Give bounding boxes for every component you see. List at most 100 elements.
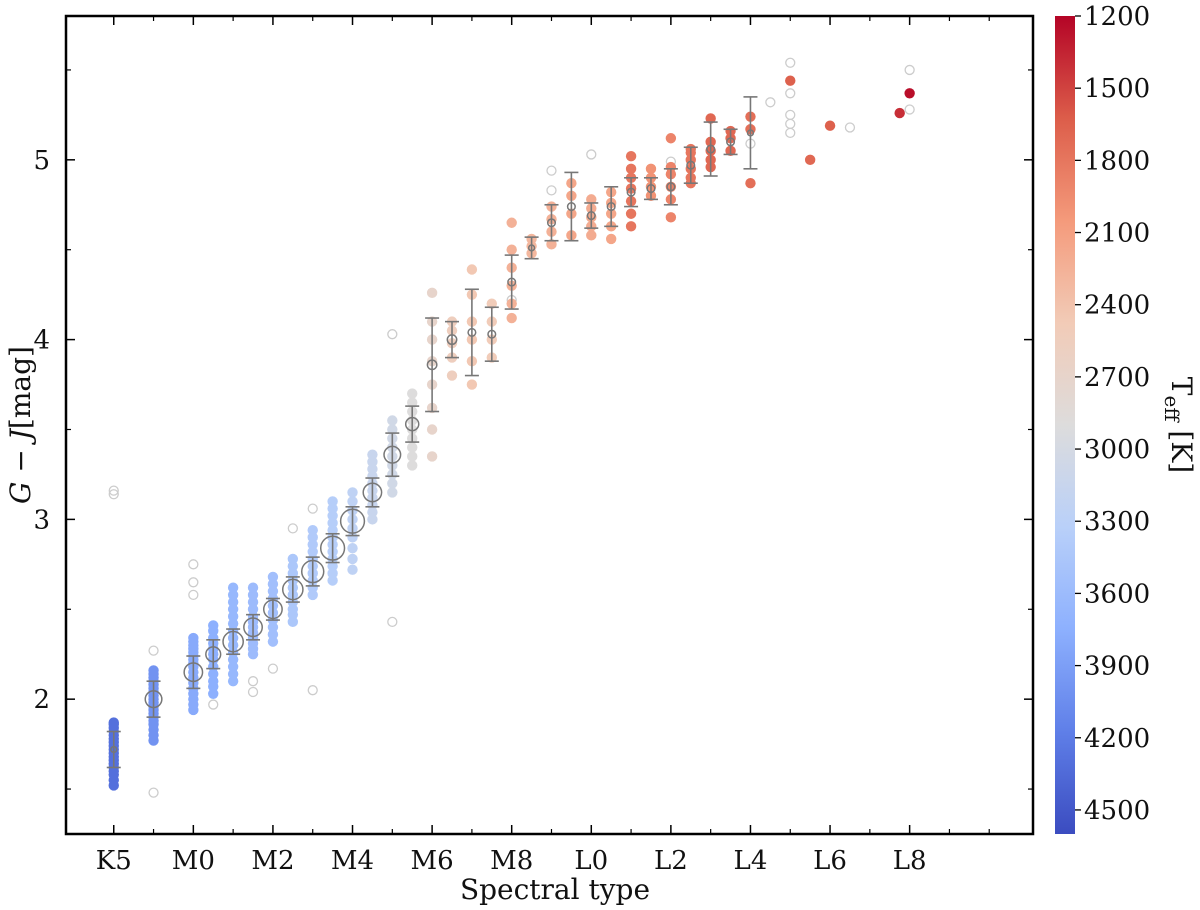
median-circle xyxy=(527,244,536,252)
data-point xyxy=(327,560,338,572)
data-point xyxy=(367,506,378,518)
data-point xyxy=(267,622,279,633)
data-point xyxy=(347,542,358,554)
data-point xyxy=(426,287,438,299)
data-point xyxy=(287,604,299,615)
data-point xyxy=(208,620,219,631)
median-marker xyxy=(183,655,204,690)
median-circle xyxy=(281,578,304,601)
median-circle xyxy=(339,508,366,534)
outlier-point xyxy=(188,577,199,588)
data-point xyxy=(247,604,259,615)
colorbar-tick-label: 3000 xyxy=(1084,435,1150,465)
data-point xyxy=(387,478,398,489)
median-marker xyxy=(703,121,718,177)
x-tick-label: L4 xyxy=(734,846,768,876)
data-point xyxy=(188,632,199,644)
data-point xyxy=(625,208,637,219)
median-marker xyxy=(300,556,325,587)
colorbar-label: Teff [K] xyxy=(1160,377,1198,473)
median-circle xyxy=(646,184,656,194)
median-circle xyxy=(383,445,402,464)
y-axis-label: G − J[mag] xyxy=(4,346,37,504)
median-marker xyxy=(106,730,121,769)
outlier-point xyxy=(785,118,796,130)
x-tick-label: L2 xyxy=(654,846,688,876)
x-tick-label: L0 xyxy=(574,846,608,876)
median-circle xyxy=(686,160,696,170)
data-point xyxy=(665,161,677,173)
data-point xyxy=(387,487,398,498)
median-markers xyxy=(106,96,758,769)
y-axis-label-minus: − xyxy=(4,440,37,481)
data-point xyxy=(307,582,318,593)
median-marker xyxy=(144,680,163,718)
outlier-point xyxy=(586,149,597,160)
data-point xyxy=(347,487,358,498)
outlier-point xyxy=(785,88,796,99)
data-point xyxy=(586,194,597,205)
outlier-point xyxy=(307,503,318,514)
data-point xyxy=(446,370,458,381)
y-tick-label: 4 xyxy=(33,326,50,356)
median-marker xyxy=(339,505,366,537)
data-point xyxy=(267,629,279,640)
data-point xyxy=(287,568,299,579)
x-tick-label: M6 xyxy=(411,846,454,876)
data-point xyxy=(307,546,318,557)
data-point xyxy=(904,88,915,99)
median-marker xyxy=(723,128,738,156)
colorbar-tick-label: 4500 xyxy=(1084,796,1150,826)
outlier-point xyxy=(904,104,915,115)
median-marker xyxy=(624,177,639,208)
y-axis-ticks: 2 3 4 5 xyxy=(33,69,1033,790)
outlier-point xyxy=(546,185,557,196)
outlier-point xyxy=(785,127,796,139)
colorbar-tick-label: 1200 xyxy=(1084,2,1150,32)
data-point xyxy=(227,604,239,615)
median-circle xyxy=(300,559,325,584)
data-point xyxy=(367,514,378,525)
data-point xyxy=(506,312,517,324)
data-point xyxy=(227,661,239,673)
data-point xyxy=(267,586,279,597)
median-circle xyxy=(586,211,596,221)
colorbar-tick-label: 1500 xyxy=(1084,74,1150,104)
median-circle xyxy=(666,182,676,192)
x-axis-ticks: K5 M0 M2 M4 M6 M8 L0 L2 L4 L6 L8 xyxy=(96,16,990,876)
outlier-point xyxy=(148,787,159,798)
colorbar-tick-label: 4200 xyxy=(1084,724,1150,754)
outlier-point xyxy=(844,122,856,133)
median-circle xyxy=(626,187,636,197)
data-point xyxy=(247,589,259,601)
x-tick-label: M0 xyxy=(172,846,215,876)
data-point xyxy=(327,510,338,521)
outlier-point xyxy=(307,685,318,696)
data-point xyxy=(367,449,378,460)
outlier-point xyxy=(765,97,776,108)
data-point xyxy=(307,589,318,601)
data-point xyxy=(227,668,239,680)
median-circle xyxy=(746,129,755,137)
median-marker xyxy=(663,168,678,206)
y-tick-label: 5 xyxy=(33,146,50,176)
data-point xyxy=(247,596,259,608)
colorbar-tick-label: 3600 xyxy=(1084,579,1150,609)
median-circle xyxy=(726,137,736,147)
data-point xyxy=(208,632,219,644)
data-point xyxy=(546,239,557,250)
median-circle xyxy=(110,745,118,754)
data-point xyxy=(227,618,239,629)
median-marker xyxy=(281,576,304,603)
data-point xyxy=(705,113,716,124)
median-marker xyxy=(445,320,460,359)
data-point xyxy=(426,451,438,462)
median-circle xyxy=(606,202,616,212)
data-point xyxy=(208,675,219,687)
outlier-point xyxy=(188,559,199,570)
outlier-point xyxy=(148,645,159,656)
outlier-point xyxy=(387,616,398,628)
colorbar-tick-label: 2100 xyxy=(1084,219,1150,249)
median-marker xyxy=(222,628,244,656)
data-point xyxy=(327,496,338,507)
